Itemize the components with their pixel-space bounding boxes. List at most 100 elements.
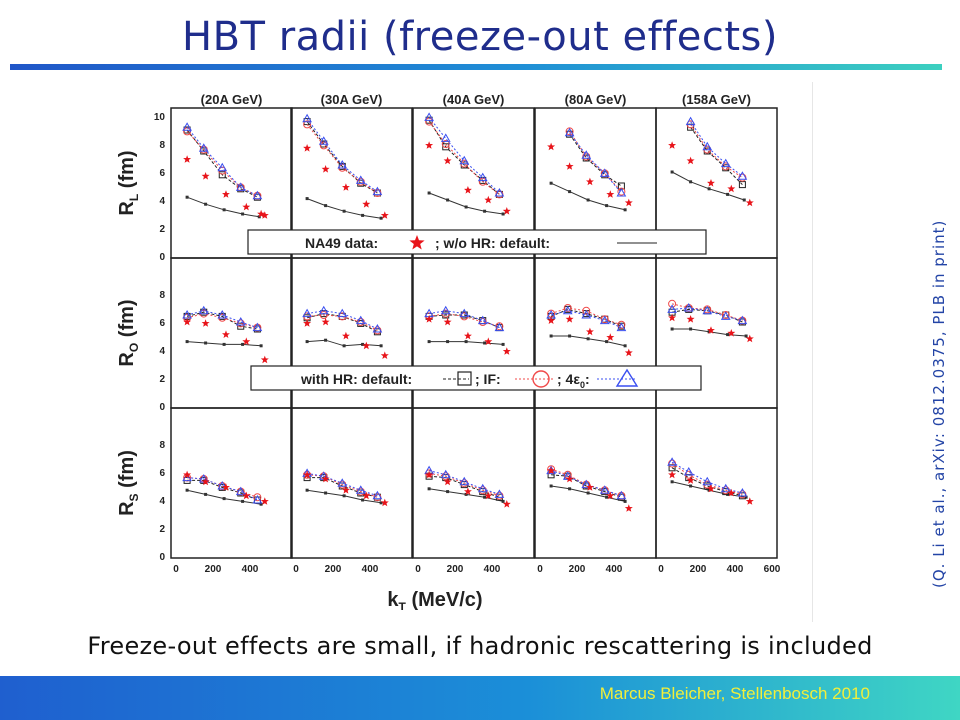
default-no-hr-point bbox=[222, 497, 226, 501]
legend-no-hr-label: ; w/o HR: default: bbox=[435, 235, 550, 251]
na49-data-point bbox=[201, 319, 210, 327]
na49-data-point bbox=[201, 477, 210, 486]
legend-hr-label: with HR: default: bbox=[300, 371, 412, 387]
y-tick-label: 0 bbox=[159, 252, 165, 263]
default-hr-line bbox=[186, 311, 258, 330]
default-no-hr-point bbox=[483, 209, 487, 213]
y-tick-label: 2 bbox=[159, 224, 165, 235]
legend-na49-label: NA49 data: bbox=[305, 235, 378, 251]
default-no-hr-point bbox=[241, 499, 245, 503]
default-no-hr-point bbox=[623, 208, 627, 212]
na49-data-point bbox=[342, 486, 350, 494]
eps4-point bbox=[667, 304, 677, 313]
default-hr-line bbox=[671, 467, 743, 497]
footer-bar: Marcus Bleicher, Stellenbosch 2010 bbox=[0, 676, 960, 720]
if-point bbox=[617, 320, 626, 329]
na49-data-point bbox=[484, 195, 493, 204]
eps4-line bbox=[550, 470, 622, 497]
default-no-hr-point bbox=[427, 191, 431, 195]
y-tick-label: 0 bbox=[159, 402, 165, 413]
na49-data-point bbox=[547, 316, 556, 324]
slide-caption: Freeze-out effects are small, if hadroni… bbox=[87, 632, 873, 660]
default-no-hr-point bbox=[689, 484, 693, 488]
na49-data-point bbox=[443, 156, 452, 165]
default-no-hr-point bbox=[586, 491, 590, 495]
eps4-point bbox=[494, 187, 505, 197]
if-line bbox=[307, 314, 378, 331]
panel-frame bbox=[290, 407, 413, 559]
eps4-point bbox=[337, 308, 348, 318]
vertical-separator bbox=[812, 82, 813, 622]
eps4-line bbox=[186, 126, 258, 197]
if-point bbox=[582, 152, 591, 161]
default-no-hr-point bbox=[501, 499, 505, 503]
y-tick-label: 2 bbox=[159, 374, 165, 385]
default-no-hr-line bbox=[428, 192, 504, 215]
default-no-hr-point bbox=[324, 491, 328, 495]
default-hr-line bbox=[569, 133, 622, 187]
eps4-point bbox=[337, 159, 348, 169]
column-title: (80A GeV) bbox=[565, 92, 627, 107]
na49-data-point bbox=[686, 315, 695, 323]
eps4-line bbox=[428, 470, 500, 495]
default-no-hr-point bbox=[259, 502, 263, 506]
na49-data-point bbox=[727, 184, 736, 193]
citation: (Q. Li et al., arXiv: 0812.0375, PLB in … bbox=[930, 219, 948, 588]
na49-data-point bbox=[565, 162, 574, 170]
eps4-point bbox=[477, 315, 488, 325]
default-no-hr-point bbox=[623, 499, 627, 503]
if-line bbox=[671, 303, 743, 322]
x-tick-label: 0 bbox=[293, 564, 299, 575]
eps4-point bbox=[302, 113, 312, 123]
na49-data-point bbox=[425, 141, 434, 149]
na49-data-point bbox=[222, 483, 230, 491]
default-no-hr-point bbox=[670, 170, 674, 174]
y-tick-label: 8 bbox=[159, 440, 165, 451]
na49-data-point bbox=[727, 488, 736, 497]
legend-default-hr-marker bbox=[457, 371, 472, 386]
na49-data-point bbox=[260, 497, 269, 505]
na49-data-point bbox=[303, 144, 312, 152]
default-no-hr-point bbox=[361, 213, 365, 217]
na49-data-point bbox=[606, 333, 615, 341]
eps4-point bbox=[440, 469, 451, 479]
na49-data-point bbox=[502, 347, 511, 355]
eps4-line bbox=[429, 310, 500, 329]
default-no-hr-point bbox=[305, 488, 309, 492]
if-point bbox=[478, 177, 487, 186]
x-tick-label: 0 bbox=[537, 564, 543, 575]
na49-data-point bbox=[342, 183, 350, 191]
default-no-hr-point bbox=[744, 495, 748, 499]
default-no-hr-point bbox=[361, 342, 365, 346]
na49-data-point bbox=[183, 470, 192, 479]
y-tick-label: 4 bbox=[159, 346, 165, 357]
default-no-hr-point bbox=[623, 344, 627, 348]
eps4-point bbox=[440, 305, 451, 315]
default-no-hr-point bbox=[324, 204, 328, 208]
eps4-point bbox=[683, 302, 694, 312]
eps4-line bbox=[187, 477, 258, 501]
default-no-hr-point bbox=[379, 344, 383, 348]
default-no-hr-point bbox=[586, 337, 590, 341]
na49-data-point bbox=[586, 327, 594, 336]
default-no-hr-point bbox=[689, 180, 693, 184]
na49-data-point bbox=[565, 474, 574, 483]
hbt-radii-figure: (20A GeV) (30A GeV) (40A GeV) (80A GeV) (158… bbox=[116, 92, 781, 610]
na49-data-point bbox=[668, 141, 677, 149]
eps4-point bbox=[217, 162, 228, 172]
eps4-point bbox=[494, 322, 505, 332]
na49-data-point bbox=[260, 355, 269, 364]
eps4-point bbox=[581, 150, 592, 159]
if-point bbox=[495, 491, 504, 500]
eps4-line bbox=[690, 121, 743, 177]
default-hr-point bbox=[237, 322, 245, 330]
eps4-point bbox=[372, 186, 383, 196]
na49-data-point bbox=[380, 498, 389, 507]
default-hr-line bbox=[672, 308, 743, 323]
eps4-point bbox=[683, 466, 694, 476]
eps4-point bbox=[562, 305, 573, 315]
na49-data-point bbox=[484, 337, 493, 345]
eps4-line bbox=[307, 310, 378, 330]
if-point bbox=[425, 117, 434, 126]
default-no-hr-point bbox=[185, 195, 189, 199]
